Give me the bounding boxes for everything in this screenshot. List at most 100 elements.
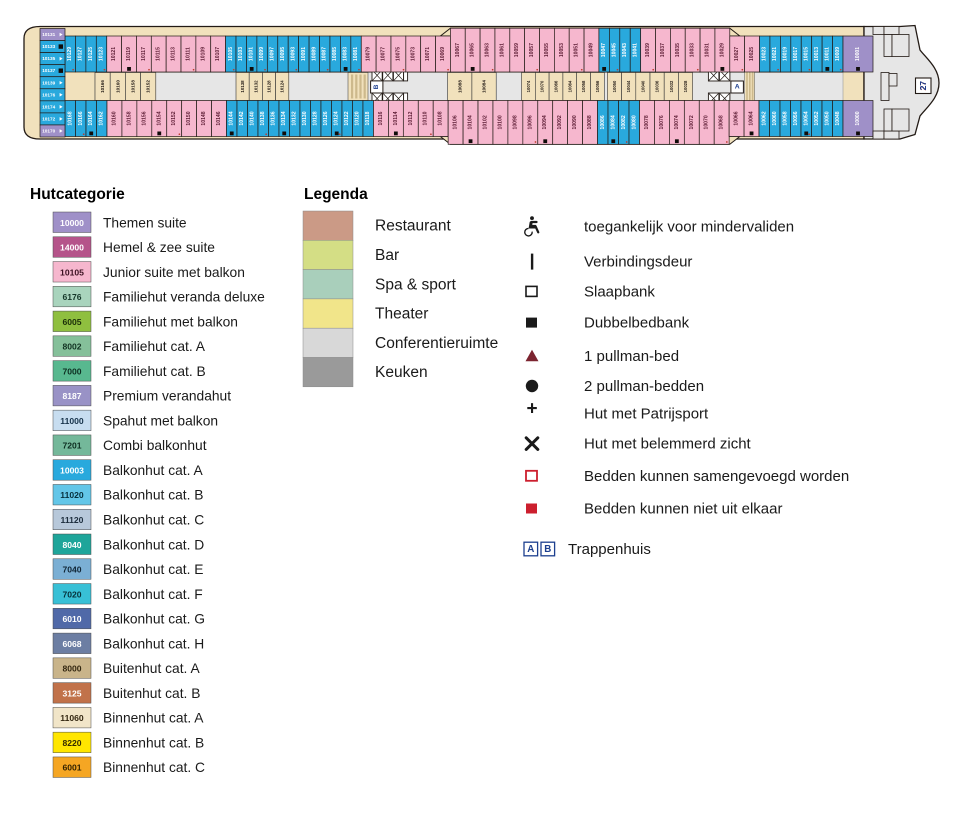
svg-text:10078: 10078 bbox=[644, 115, 650, 129]
svg-text:10061: 10061 bbox=[499, 43, 505, 57]
svg-text:10053: 10053 bbox=[559, 43, 565, 57]
svg-text:10088: 10088 bbox=[457, 80, 462, 93]
svg-text:Familiehut met balkon: Familiehut met balkon bbox=[103, 314, 238, 329]
svg-text:10084: 10084 bbox=[482, 80, 487, 93]
svg-text:10131: 10131 bbox=[42, 32, 55, 37]
svg-text:Keuken: Keuken bbox=[375, 364, 428, 381]
svg-text:Legenda: Legenda bbox=[304, 186, 368, 203]
svg-text:10137: 10137 bbox=[42, 68, 55, 73]
svg-text:10105: 10105 bbox=[60, 267, 84, 277]
svg-text:10124: 10124 bbox=[334, 111, 340, 125]
svg-text:10039: 10039 bbox=[645, 43, 651, 57]
svg-text:Bar: Bar bbox=[375, 247, 399, 264]
svg-text:10128: 10128 bbox=[313, 111, 319, 125]
svg-text:10093: 10093 bbox=[290, 47, 296, 61]
svg-text:10104: 10104 bbox=[468, 115, 474, 129]
svg-text:10086: 10086 bbox=[600, 115, 606, 129]
svg-text:10081: 10081 bbox=[353, 47, 359, 61]
svg-text:10052: 10052 bbox=[814, 111, 820, 125]
svg-text:10045: 10045 bbox=[612, 43, 618, 57]
svg-text:10152: 10152 bbox=[146, 80, 151, 93]
svg-text:10055: 10055 bbox=[544, 43, 550, 57]
svg-text:7000: 7000 bbox=[62, 366, 81, 376]
svg-text:10096: 10096 bbox=[527, 115, 533, 129]
svg-text:10027: 10027 bbox=[734, 47, 740, 61]
svg-text:10000: 10000 bbox=[855, 111, 861, 125]
svg-text:10117: 10117 bbox=[141, 47, 147, 61]
svg-text:10130: 10130 bbox=[302, 111, 308, 125]
svg-text:10128: 10128 bbox=[267, 80, 272, 93]
svg-text:10095: 10095 bbox=[280, 47, 286, 61]
svg-text:10023: 10023 bbox=[762, 47, 768, 61]
svg-text:10166: 10166 bbox=[100, 80, 105, 93]
svg-text:10170: 10170 bbox=[42, 128, 55, 133]
svg-text:10123: 10123 bbox=[99, 47, 105, 61]
svg-text:Verbindingsdeur: Verbindingsdeur bbox=[584, 254, 692, 271]
svg-text:10140: 10140 bbox=[250, 111, 256, 125]
svg-text:10088: 10088 bbox=[587, 115, 593, 129]
svg-text:10108: 10108 bbox=[438, 111, 444, 125]
svg-text:10089: 10089 bbox=[311, 47, 317, 61]
svg-text:10103: 10103 bbox=[238, 47, 244, 61]
svg-text:10144: 10144 bbox=[229, 111, 235, 125]
svg-text:10129: 10129 bbox=[67, 47, 73, 61]
svg-text:27: 27 bbox=[918, 81, 928, 91]
svg-text:10118: 10118 bbox=[365, 111, 371, 125]
svg-text:10060: 10060 bbox=[772, 111, 778, 125]
svg-text:10067: 10067 bbox=[455, 43, 461, 57]
svg-text:10025: 10025 bbox=[749, 47, 755, 61]
svg-text:Familiehut veranda deluxe: Familiehut veranda deluxe bbox=[103, 290, 265, 305]
svg-text:+: + bbox=[526, 398, 537, 419]
svg-text:10072: 10072 bbox=[689, 115, 695, 129]
svg-text:10094: 10094 bbox=[542, 115, 548, 129]
svg-text:8000: 8000 bbox=[62, 664, 81, 674]
svg-text:10050: 10050 bbox=[612, 80, 617, 92]
svg-text:10127: 10127 bbox=[78, 47, 84, 61]
svg-text:10158: 10158 bbox=[126, 111, 132, 125]
svg-text:10070: 10070 bbox=[704, 115, 710, 129]
svg-text:10176: 10176 bbox=[42, 92, 55, 97]
svg-text:3125: 3125 bbox=[62, 688, 81, 698]
svg-text:10091: 10091 bbox=[301, 47, 307, 61]
svg-text:Balkonhut cat. H: Balkonhut cat. H bbox=[103, 636, 204, 651]
svg-text:B: B bbox=[373, 84, 380, 89]
svg-text:10116: 10116 bbox=[378, 111, 384, 125]
svg-text:10114: 10114 bbox=[393, 111, 399, 125]
svg-text:10041: 10041 bbox=[632, 43, 638, 57]
svg-text:Trappenhuis: Trappenhuis bbox=[568, 541, 651, 558]
svg-text:10132: 10132 bbox=[253, 80, 258, 93]
svg-text:10084: 10084 bbox=[610, 115, 616, 129]
svg-text:10138: 10138 bbox=[240, 80, 245, 93]
svg-text:10125: 10125 bbox=[88, 47, 94, 61]
svg-text:10029: 10029 bbox=[719, 43, 725, 57]
svg-text:10150: 10150 bbox=[186, 111, 192, 125]
svg-text:10051: 10051 bbox=[574, 43, 580, 57]
svg-text:10152: 10152 bbox=[171, 111, 177, 125]
svg-text:10043: 10043 bbox=[622, 43, 628, 57]
svg-text:10059: 10059 bbox=[514, 43, 520, 57]
svg-text:10032: 10032 bbox=[669, 80, 674, 92]
svg-text:10148: 10148 bbox=[201, 111, 207, 125]
svg-text:Balkonhut cat. A: Balkonhut cat. A bbox=[103, 463, 204, 478]
svg-text:10109: 10109 bbox=[200, 47, 206, 61]
svg-text:10105: 10105 bbox=[228, 47, 234, 61]
svg-text:10120: 10120 bbox=[355, 111, 361, 125]
svg-text:10050: 10050 bbox=[824, 111, 830, 125]
svg-text:A: A bbox=[527, 544, 534, 555]
svg-text:Combi balkonhut: Combi balkonhut bbox=[103, 438, 207, 453]
svg-text:10079: 10079 bbox=[366, 47, 372, 61]
svg-text:10122: 10122 bbox=[344, 111, 350, 125]
svg-text:10146: 10146 bbox=[216, 111, 222, 125]
svg-text:Familiehut cat. B: Familiehut cat. B bbox=[103, 364, 206, 379]
svg-text:11000: 11000 bbox=[60, 416, 84, 426]
svg-text:10044: 10044 bbox=[626, 80, 631, 92]
svg-text:Junior suite met balkon: Junior suite met balkon bbox=[103, 265, 245, 280]
svg-text:Theater: Theater bbox=[375, 306, 428, 323]
svg-text:10099: 10099 bbox=[259, 47, 265, 61]
svg-text:8220: 8220 bbox=[62, 738, 81, 748]
svg-text:10062: 10062 bbox=[761, 111, 767, 125]
svg-text:10098: 10098 bbox=[512, 115, 518, 129]
svg-text:10028: 10028 bbox=[683, 80, 688, 92]
svg-text:8187: 8187 bbox=[62, 391, 81, 401]
svg-text:10021: 10021 bbox=[772, 47, 778, 61]
